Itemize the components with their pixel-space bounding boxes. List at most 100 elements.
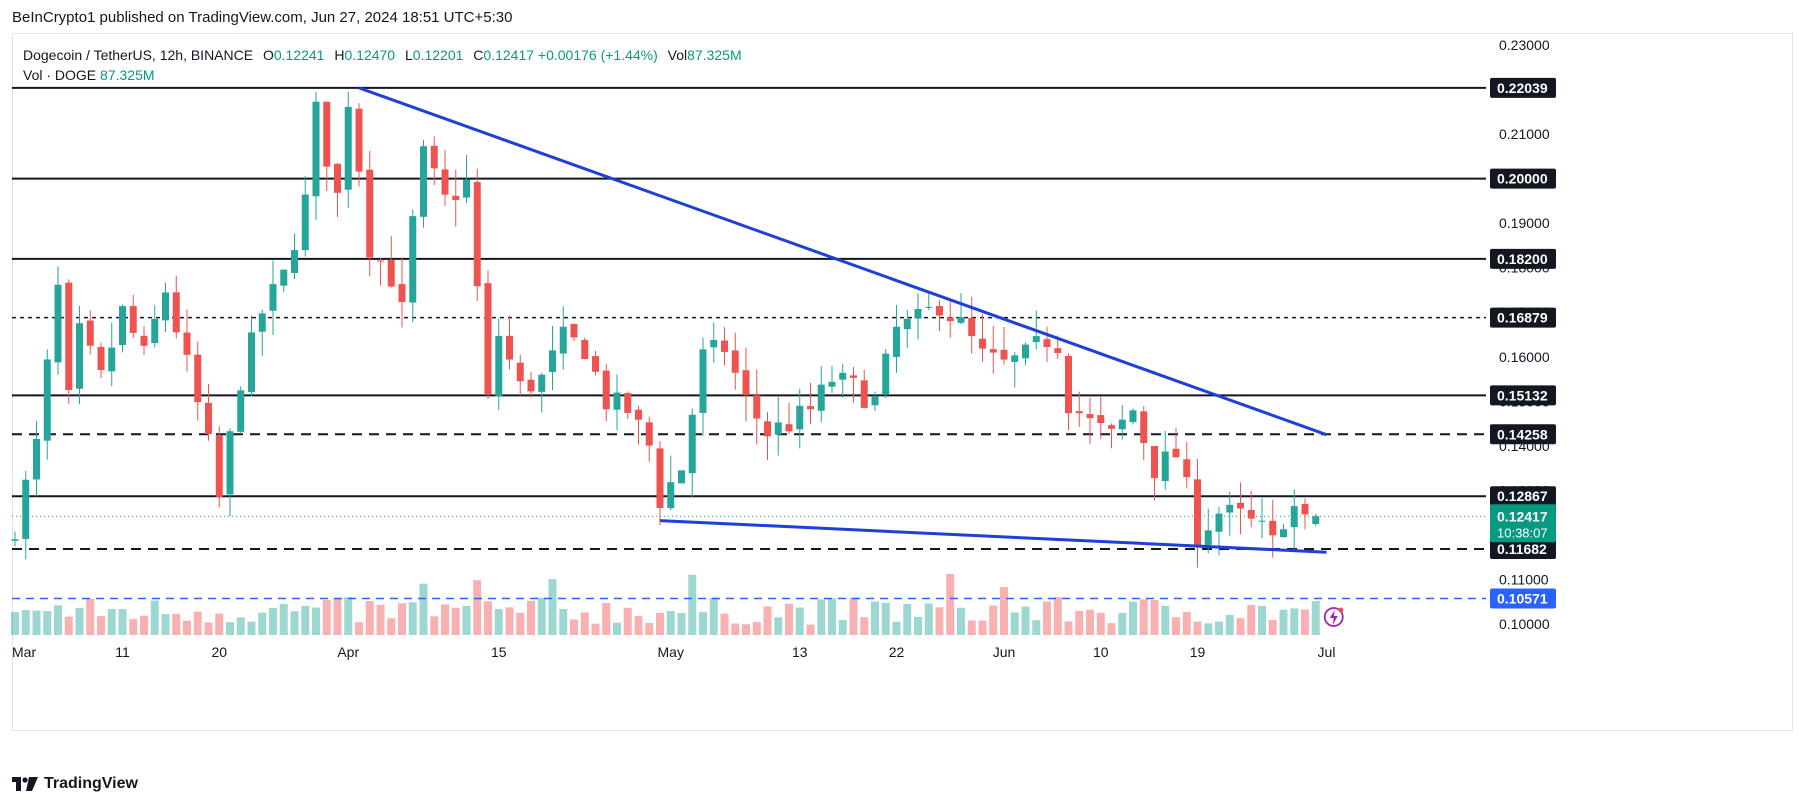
- volume-bar: [1279, 609, 1288, 635]
- volume-bar: [86, 598, 95, 635]
- ohlc-legend: Dogecoin / TetherUS, 12h, BINANCE O0.122…: [23, 45, 742, 85]
- candle-body: [43, 359, 51, 441]
- candle-body: [721, 340, 728, 352]
- candle-body: [1247, 509, 1255, 519]
- legend-symbol[interactable]: Dogecoin / TetherUS, 12h, BINANCE: [23, 47, 254, 63]
- legend-high-label: H: [334, 47, 345, 63]
- candle-body: [33, 438, 40, 480]
- volume-bar: [763, 606, 772, 635]
- price-level-badge-label: 0.14258: [1497, 426, 1548, 442]
- volume-bar: [1182, 611, 1191, 635]
- price-level-badge-label: 0.16879: [1497, 310, 1548, 326]
- candle-body: [366, 169, 374, 258]
- candle-body: [1022, 344, 1029, 359]
- candle-body: [1301, 503, 1309, 515]
- candle-body: [710, 339, 718, 348]
- volume-bar: [75, 607, 84, 635]
- candle-body: [688, 414, 696, 474]
- legend-open: 0.12241: [273, 47, 325, 63]
- trendline-descending-support[interactable]: [659, 519, 1327, 554]
- x-axis-tick-label: May: [658, 644, 684, 660]
- candle-body: [1075, 411, 1083, 414]
- candle-body: [624, 393, 632, 413]
- x-axis-tick-label: Jul: [1318, 644, 1336, 660]
- candle-body: [97, 346, 105, 371]
- trendline-descending-resistance[interactable]: [358, 86, 1328, 437]
- y-axis-tick-label: 0.21000: [1499, 126, 1550, 142]
- candle-body: [162, 292, 169, 321]
- volume-bar: [484, 601, 492, 635]
- volume-bar: [828, 598, 836, 635]
- volume-bar: [1150, 600, 1159, 635]
- volume-bar: [1053, 597, 1062, 635]
- volume-bar: [193, 611, 202, 635]
- legend-volume-series-label[interactable]: Vol · DOGE: [23, 67, 97, 83]
- candle-body: [828, 381, 836, 387]
- candle-body: [398, 284, 406, 303]
- price-level-badge: [1490, 307, 1556, 328]
- volume-bar: [21, 609, 30, 635]
- candle-body: [377, 260, 384, 262]
- candle-body: [936, 306, 943, 316]
- chart-frame: [12, 33, 1793, 731]
- volume-bar: [795, 607, 804, 635]
- tradingview-brand[interactable]: TradingView: [12, 775, 138, 793]
- volume-bar: [333, 597, 342, 635]
- x-axis-tick-label: 15: [491, 644, 507, 660]
- volume-bar: [742, 624, 750, 635]
- candle-body: [334, 163, 341, 193]
- volume-bar: [1021, 606, 1030, 635]
- volume-bar: [355, 622, 363, 635]
- candle-body: [882, 353, 890, 395]
- volume-bar: [914, 616, 922, 635]
- last-price-badge-countdown: 10:38:07: [1497, 525, 1548, 540]
- candle-body: [1011, 355, 1019, 362]
- candle-body: [925, 306, 933, 308]
- candle-body: [1032, 336, 1040, 343]
- volume-bar: [1161, 605, 1170, 635]
- y-axis-tick-label: 0.10000: [1499, 616, 1550, 632]
- candle-body: [613, 392, 621, 410]
- candle-body: [226, 431, 234, 495]
- candle-body: [774, 422, 782, 435]
- candle-body: [215, 435, 223, 497]
- price-level-badge-label: 0.15132: [1497, 387, 1548, 403]
- last-price-badge-price: 0.12417: [1497, 508, 1548, 524]
- tradingview-logo-icon: [12, 777, 38, 791]
- candle-body: [119, 306, 126, 346]
- volume-bar: [699, 612, 707, 635]
- volume-bar: [247, 621, 256, 635]
- candle-body: [1172, 448, 1180, 458]
- alert-bolt-icon[interactable]: [1323, 607, 1344, 627]
- candle-body: [957, 317, 965, 323]
- candle-body: [54, 284, 62, 363]
- candle-body: [1194, 479, 1201, 548]
- candle-body: [194, 354, 202, 403]
- volume-bar: [817, 599, 826, 635]
- price-level-badge-label: 0.12867: [1497, 488, 1548, 504]
- candle-body: [65, 282, 73, 390]
- x-axis-tick-label: 20: [211, 644, 227, 660]
- volume-bar: [387, 618, 396, 635]
- y-axis-tick-label: 0.23000: [1499, 37, 1550, 53]
- volume-bar: [1000, 587, 1008, 635]
- candle-body: [559, 326, 567, 354]
- volume-bar: [946, 573, 955, 635]
- volume-bar: [1193, 621, 1202, 635]
- legend-volume-series-value: 87.325M: [100, 67, 155, 83]
- volume-bar: [602, 603, 611, 635]
- candle-body: [570, 324, 578, 338]
- volume-bar: [322, 600, 331, 635]
- volume-bar: [1096, 612, 1105, 635]
- volume-bar: [1086, 609, 1094, 635]
- volume-bar: [1258, 605, 1266, 635]
- candle-body: [1151, 446, 1158, 479]
- volume-bar: [720, 613, 729, 635]
- legend-vol: 87.325M: [687, 47, 742, 63]
- volume-bar: [1268, 619, 1277, 635]
- candle-body: [1140, 411, 1148, 444]
- volume-bar: [118, 609, 127, 635]
- candle-body: [1215, 513, 1223, 532]
- candle-body: [140, 335, 148, 346]
